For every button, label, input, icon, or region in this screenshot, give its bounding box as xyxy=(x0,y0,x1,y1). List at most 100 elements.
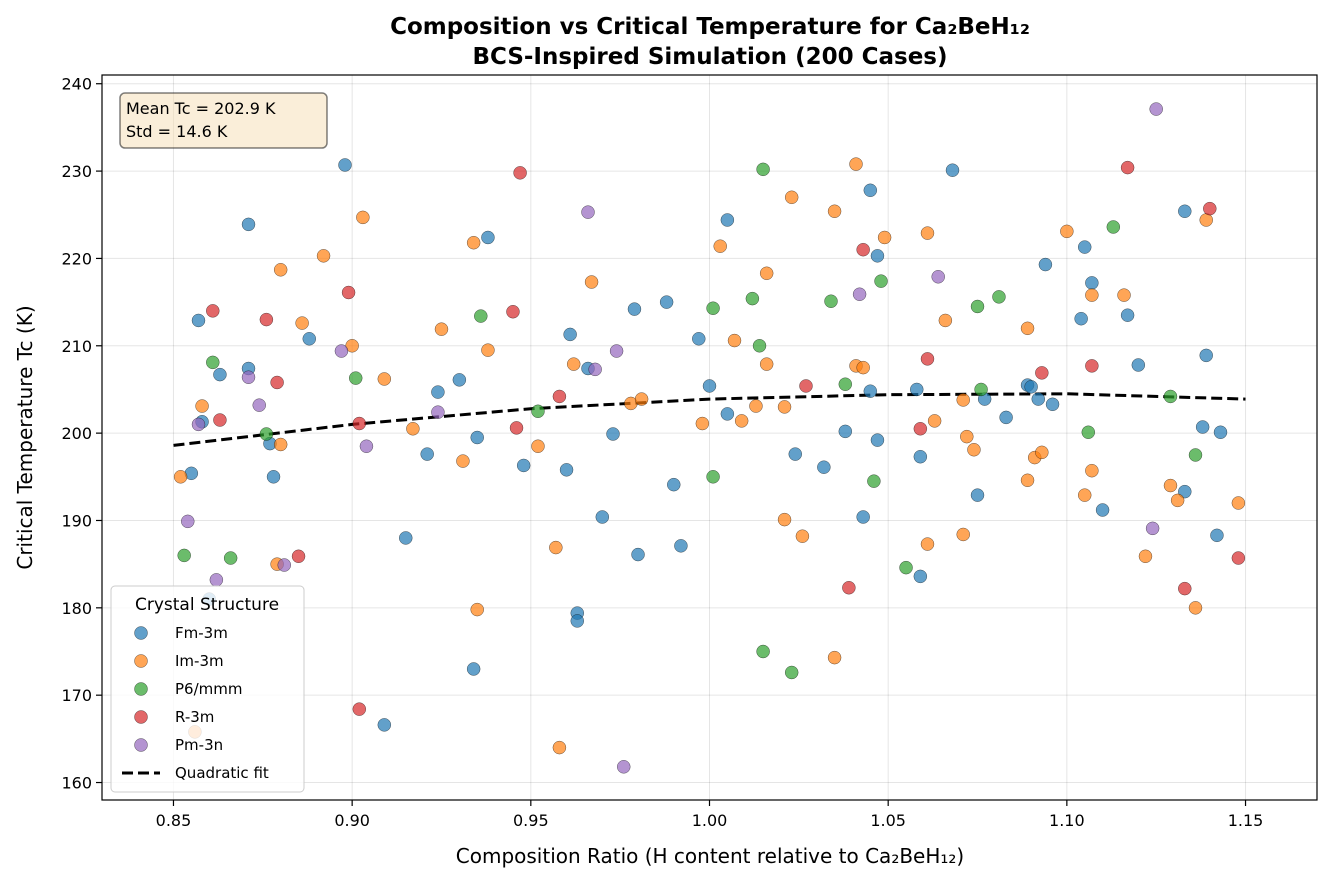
x-axis-label: Composition Ratio (H content relative to… xyxy=(456,844,964,868)
point-fm-3m xyxy=(692,332,706,346)
x-tick-label: 1.15 xyxy=(1228,811,1264,830)
point-fm-3m xyxy=(999,410,1013,425)
point-r-3m xyxy=(799,379,813,393)
stats-mean: Mean Tc = 202.9 K xyxy=(126,99,276,118)
point-p6-mmm xyxy=(1106,220,1121,234)
legend-frame xyxy=(110,585,305,793)
point-fm-3m xyxy=(302,332,317,346)
point-im-3m xyxy=(273,263,288,277)
point-p6-mmm xyxy=(824,294,838,308)
point-fm-3m xyxy=(667,477,681,492)
point-fm-3m xyxy=(466,662,481,676)
point-im-3m xyxy=(759,357,774,371)
point-im-3m xyxy=(1035,445,1049,460)
point-fm-3m xyxy=(570,614,585,628)
point-im-3m xyxy=(734,414,749,428)
point-fm-3m xyxy=(516,458,531,473)
x-tick-label: 1.05 xyxy=(870,811,906,830)
point-im-3m xyxy=(1170,493,1185,508)
point-r-3m xyxy=(270,375,284,390)
point-r-3m xyxy=(1120,160,1135,175)
point-fm-3m xyxy=(470,430,484,445)
point-r-3m xyxy=(1203,201,1217,216)
point-fm-3m xyxy=(838,424,853,439)
point-p6-mmm xyxy=(706,470,720,484)
legend-label: Quadratic fit xyxy=(175,764,269,782)
point-r-3m xyxy=(352,416,367,431)
point-fm-3m xyxy=(870,433,885,447)
point-p6-mmm xyxy=(259,427,274,441)
point-fm-3m xyxy=(241,217,256,232)
point-im-3m xyxy=(273,437,288,452)
point-r-3m xyxy=(509,421,524,435)
point-im-3m xyxy=(1060,224,1074,239)
point-im-3m xyxy=(1077,488,1092,502)
point-fm-3m xyxy=(1085,276,1099,290)
point-p6-mmm xyxy=(752,339,767,353)
point-p6-mmm xyxy=(899,560,913,575)
point-fm-3m xyxy=(1199,348,1213,363)
point-fm-3m xyxy=(1038,257,1053,272)
point-fm-3m xyxy=(377,718,392,732)
point-p6-mmm xyxy=(867,474,881,488)
legend: Crystal Structure Fm-3m Im-3m P6/mmm R-3m Pm… xyxy=(110,585,305,793)
legend-items: Fm-3m Im-3m P6/mmm R-3m Pm-3n Quadratic fit xyxy=(122,624,269,782)
point-p6-mmm xyxy=(531,404,545,419)
point-im-3m xyxy=(1020,321,1035,336)
point-fm-3m xyxy=(910,382,924,397)
y-tick-label: 160 xyxy=(61,774,92,793)
quadratic-fit-line xyxy=(173,392,1246,447)
point-r-3m xyxy=(1085,359,1099,373)
point-fm-3m xyxy=(606,427,620,441)
point-fm-3m xyxy=(1024,380,1038,394)
point-p6-mmm xyxy=(784,665,799,680)
point-im-3m xyxy=(1231,496,1246,510)
point-p6-mmm xyxy=(1081,425,1096,440)
point-pm-3n xyxy=(931,270,945,284)
data-points xyxy=(173,102,1246,774)
point-im-3m xyxy=(759,266,774,281)
point-fm-3m xyxy=(856,510,870,524)
y-tick-label: 240 xyxy=(61,75,92,94)
point-r-3m xyxy=(1035,366,1049,380)
point-pm-3n xyxy=(616,760,631,774)
y-tick-label: 170 xyxy=(61,686,92,705)
point-fm-3m xyxy=(913,569,928,584)
point-p6-mmm xyxy=(1163,389,1178,404)
point-im-3m xyxy=(1085,463,1099,478)
point-fm-3m xyxy=(1178,204,1192,219)
legend-title: Crystal Structure xyxy=(135,595,279,615)
point-im-3m xyxy=(927,414,942,428)
y-tick-label: 200 xyxy=(61,424,92,443)
legend-marker xyxy=(134,738,148,752)
point-r-3m xyxy=(842,580,856,595)
point-im-3m xyxy=(1138,549,1153,564)
point-im-3m xyxy=(749,399,763,413)
point-r-3m xyxy=(513,166,527,180)
point-p6-mmm xyxy=(838,377,853,391)
point-fm-3m xyxy=(1095,503,1110,517)
point-pm-3n xyxy=(359,439,374,453)
point-im-3m xyxy=(295,316,309,330)
point-r-3m xyxy=(259,312,274,327)
y-axis-label: Critical Temperature Tc (K) xyxy=(13,305,37,569)
point-im-3m xyxy=(695,416,710,431)
y-tick-label: 220 xyxy=(61,249,92,268)
point-im-3m xyxy=(552,740,567,755)
point-pm-3n xyxy=(191,417,206,432)
point-im-3m xyxy=(960,429,974,444)
point-fm-3m xyxy=(788,447,803,461)
point-fm-3m xyxy=(452,373,467,387)
point-pm-3n xyxy=(209,573,224,587)
stats-box: Mean Tc = 202.9 K Std = 14.6 K xyxy=(119,92,328,149)
point-p6-mmm xyxy=(474,309,488,323)
point-im-3m xyxy=(173,470,188,484)
legend-marker xyxy=(134,626,148,640)
point-im-3m xyxy=(456,454,470,468)
point-im-3m xyxy=(856,360,870,375)
point-fm-3m xyxy=(266,470,281,484)
point-im-3m xyxy=(777,512,792,527)
point-im-3m xyxy=(481,343,495,357)
point-im-3m xyxy=(549,540,563,555)
point-r-3m xyxy=(352,702,367,716)
